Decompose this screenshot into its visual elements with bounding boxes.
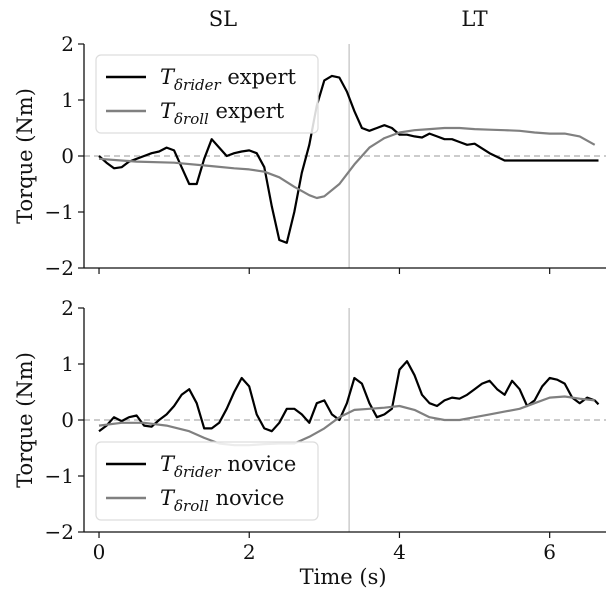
series-line-1 (98, 395, 595, 447)
y-tick-label: 2 (61, 32, 74, 56)
y-tick-label: 1 (61, 352, 74, 376)
series-line-1 (98, 126, 596, 200)
top-panel: −2 −1 0 1 2 Torque (Nm) SL LT Tδrider expert Tδro… (13, 7, 606, 280)
bottom-panel: −2 −1 0 1 2 0 2 4 6 Torque (Nm) Time (s) Tδrider no… (13, 296, 606, 589)
phase-label: SL (209, 7, 237, 31)
legend: Tδrider novice Tδroll novice (95, 441, 319, 521)
legend-entry-label: Tδrider novice (160, 452, 296, 481)
x-tick-label: 4 (393, 540, 406, 564)
x-tick-label: 6 (543, 540, 556, 564)
legend-entry-label: Tδroll novice (160, 486, 284, 515)
x-axis-label: Time (s) (300, 565, 387, 589)
y-tick-label: −2 (45, 520, 74, 544)
y-tick-label: 1 (61, 88, 74, 112)
x-tick-label: 2 (243, 540, 256, 564)
legend: Tδrider expert Tδroll expert (95, 54, 319, 134)
legend-box (95, 441, 319, 521)
legend-entry-label: Tδrider expert (160, 65, 297, 94)
y-tick-label: 2 (61, 296, 74, 320)
y-tick-label: 0 (61, 408, 74, 432)
legend-box (95, 54, 319, 134)
y-tick-label: −1 (45, 464, 74, 488)
phase-label: LT (461, 7, 487, 31)
y-tick-label: −2 (45, 256, 74, 280)
series-line-0 (98, 360, 600, 433)
y-axis-label: Torque (Nm) (13, 88, 37, 224)
x-tick-label: 0 (93, 540, 106, 564)
y-axis-label: Torque (Nm) (13, 352, 37, 488)
legend-entry-label: Tδroll expert (160, 99, 285, 128)
series-line-0 (98, 74, 599, 244)
y-tick-label: −1 (45, 200, 74, 224)
y-tick-label: 0 (61, 144, 74, 168)
